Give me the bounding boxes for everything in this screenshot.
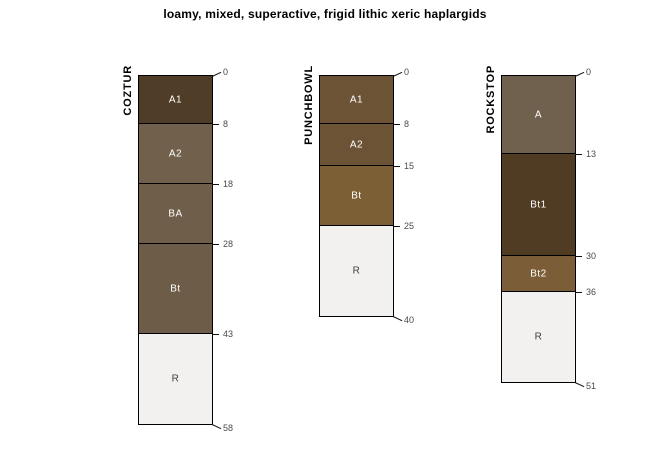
- horizon-rockstop-r: R: [502, 292, 575, 382]
- depth-tick-line: [575, 154, 582, 155]
- plot-title: loamy, mixed, superactive, frigid lithic…: [163, 7, 487, 21]
- profile-box-rockstop: A Bt1 Bt2 R: [501, 75, 576, 383]
- horizon-coztur-r: R: [139, 334, 212, 424]
- depth-tick-line: [392, 71, 403, 77]
- depth-tick-line: [393, 166, 400, 167]
- depth-tick-label: 36: [586, 287, 597, 297]
- depth-tick-label: 30: [586, 251, 597, 261]
- horizon-label: A2: [349, 139, 364, 150]
- depth-tick-line: [393, 124, 400, 125]
- horizon-label: A1: [168, 94, 183, 105]
- horizon-punchbowl-bt: Bt: [320, 166, 393, 226]
- horizon-coztur-a1: A1: [139, 76, 212, 124]
- depth-tick-line: [574, 71, 585, 77]
- depth-tick-label: 15: [404, 161, 415, 171]
- profile-name-rockstop: ROCKSTOP: [485, 65, 497, 134]
- depth-tick-line: [212, 184, 219, 185]
- profile-box-punchbowl: A1 A2 Bt R: [319, 75, 394, 317]
- depth-tick-line: [393, 226, 400, 227]
- depth-tick-line: [212, 244, 219, 245]
- horizon-punchbowl-r: R: [320, 226, 393, 316]
- horizon-punchbowl-a2: A2: [320, 124, 393, 166]
- horizon-label: A2: [168, 148, 183, 159]
- depth-tick-line: [211, 424, 222, 430]
- depth-tick-line: [574, 382, 585, 388]
- horizon-label: Bt: [170, 283, 181, 294]
- depth-tick-line: [212, 334, 219, 335]
- depth-tick-line: [392, 316, 403, 322]
- depth-tick-label: 0: [404, 67, 410, 77]
- horizon-label: Bt2: [530, 268, 547, 279]
- depth-tick-label: 58: [223, 423, 234, 433]
- depth-tick-label: 43: [223, 329, 234, 339]
- depth-tick-label: 8: [404, 119, 410, 129]
- depth-tick-label: 51: [586, 381, 597, 391]
- depth-tick-label: 0: [586, 67, 592, 77]
- horizon-label: R: [534, 331, 543, 343]
- horizon-label: A: [534, 109, 543, 120]
- horizon-label: A1: [349, 94, 364, 105]
- depth-tick-label: 40: [404, 315, 415, 325]
- horizon-rockstop-bt2: Bt2: [502, 256, 575, 292]
- profile-name-punchbowl: PUNCHBOWL: [303, 65, 315, 145]
- depth-tick-label: 25: [404, 221, 415, 231]
- horizon-coztur-a2: A2: [139, 124, 212, 184]
- depth-tick-line: [211, 71, 222, 77]
- horizon-label: Bt: [351, 190, 362, 201]
- profile-name-coztur: COZTUR: [122, 65, 134, 116]
- depth-tick-line: [575, 256, 582, 257]
- depth-tick-label: 18: [223, 179, 234, 189]
- horizon-label: BA: [168, 208, 183, 219]
- depth-tick-label: 0: [223, 67, 229, 77]
- horizon-coztur-ba: BA: [139, 184, 212, 244]
- horizon-coztur-bt: Bt: [139, 244, 212, 334]
- horizon-punchbowl-a1: A1: [320, 76, 393, 124]
- horizon-rockstop-a: A: [502, 76, 575, 154]
- horizon-label: R: [171, 373, 180, 385]
- depth-tick-label: 8: [223, 119, 229, 129]
- horizon-rockstop-bt1: Bt1: [502, 154, 575, 256]
- profile-box-coztur: A1 A2 BA Bt R: [138, 75, 213, 425]
- depth-tick-label: 28: [223, 239, 234, 249]
- depth-tick-line: [575, 292, 582, 293]
- horizon-label: R: [352, 265, 361, 277]
- depth-tick-label: 13: [586, 149, 597, 159]
- horizon-label: Bt1: [530, 199, 547, 210]
- depth-tick-line: [212, 124, 219, 125]
